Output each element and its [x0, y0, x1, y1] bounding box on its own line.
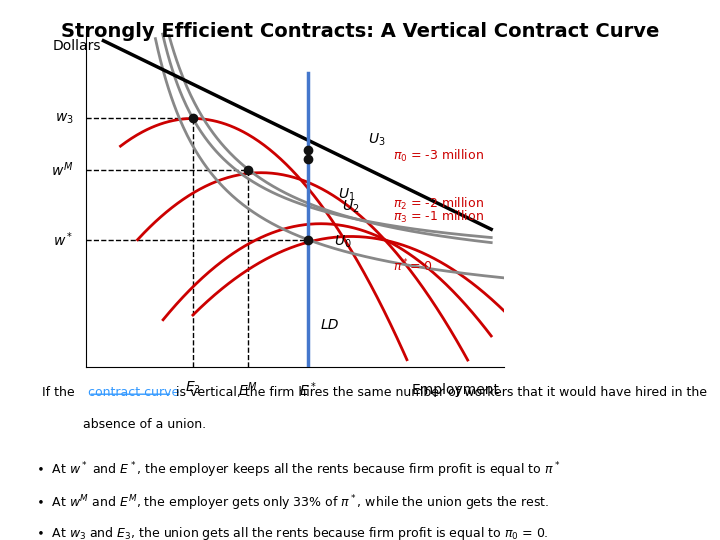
- Text: $\pi_3$ = -1 million: $\pi_3$ = -1 million: [393, 208, 484, 225]
- Text: If the: If the: [42, 386, 79, 399]
- Text: $\bullet$  At $w^*$ and $E^*$, the employer keeps all the rents because firm pro: $\bullet$ At $w^*$ and $E^*$, the employ…: [35, 461, 560, 480]
- Text: $w^*$: $w^*$: [53, 231, 73, 249]
- Text: Strongly Efficient Contracts: A Vertical Contract Curve: Strongly Efficient Contracts: A Vertical…: [60, 22, 660, 40]
- Text: $w_3$: $w_3$: [55, 111, 73, 126]
- Text: $U_1$: $U_1$: [338, 186, 355, 202]
- Text: LD: LD: [321, 318, 339, 332]
- Text: $U_2$: $U_2$: [342, 199, 359, 215]
- Text: $\bullet$  At $w_3$ and $E_3$, the union gets all the rents because firm profit : $\bullet$ At $w_3$ and $E_3$, the union …: [35, 525, 548, 540]
- Text: $\pi^*$= 0: $\pi^*$= 0: [393, 258, 433, 274]
- Text: $\pi_0$ = -3 million: $\pi_0$ = -3 million: [393, 148, 484, 164]
- Text: $U_0$: $U_0$: [333, 234, 351, 251]
- Text: $E^M$: $E^M$: [238, 380, 258, 399]
- Text: Dollars: Dollars: [53, 39, 101, 53]
- Text: absence of a union.: absence of a union.: [83, 418, 206, 431]
- Text: $\bullet$  At $w^M$ and $E^M$, the employer gets only 33% of $\pi^*$, while the : $\bullet$ At $w^M$ and $E^M$, the employ…: [35, 493, 549, 512]
- Text: $w^M$: $w^M$: [51, 160, 73, 179]
- Text: $\pi_2$ = -2 million: $\pi_2$ = -2 million: [393, 196, 484, 212]
- Text: $E^*$: $E^*$: [299, 380, 317, 399]
- Text: $E_3$: $E_3$: [185, 380, 201, 396]
- Text: Employment: Employment: [412, 383, 500, 397]
- Text: contract curve: contract curve: [89, 386, 179, 399]
- Text: $U_3$: $U_3$: [368, 132, 385, 148]
- Text: is vertical, the firm hires the same number of workers that it would have hired : is vertical, the firm hires the same num…: [172, 386, 707, 399]
